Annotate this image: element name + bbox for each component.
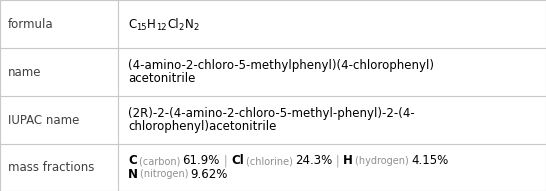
Text: 4.15%: 4.15% xyxy=(411,155,448,168)
Text: 61.9%: 61.9% xyxy=(182,155,219,168)
Text: acetonitrile: acetonitrile xyxy=(128,72,195,85)
Text: (2R)-2-(4-amino-2-chloro-5-methyl-phenyl)-2-(4-: (2R)-2-(4-amino-2-chloro-5-methyl-phenyl… xyxy=(128,107,415,120)
Text: formula: formula xyxy=(8,18,54,31)
Text: H: H xyxy=(343,155,353,168)
Text: 15: 15 xyxy=(136,23,147,32)
Text: 9.62%: 9.62% xyxy=(191,168,228,180)
Text: 2: 2 xyxy=(179,23,184,32)
Text: H: H xyxy=(147,18,156,31)
Text: IUPAC name: IUPAC name xyxy=(8,113,79,126)
Text: C: C xyxy=(128,18,136,31)
Text: |: | xyxy=(219,155,231,168)
Text: N: N xyxy=(185,18,193,31)
Text: N: N xyxy=(128,168,138,180)
Text: Cl: Cl xyxy=(167,18,179,31)
Text: 12: 12 xyxy=(156,23,167,32)
Text: |: | xyxy=(332,155,343,168)
Text: chlorophenyl)acetonitrile: chlorophenyl)acetonitrile xyxy=(128,120,276,133)
Text: (chlorine): (chlorine) xyxy=(244,156,295,166)
Text: 24.3%: 24.3% xyxy=(295,155,332,168)
Text: (nitrogen): (nitrogen) xyxy=(138,169,191,179)
Text: 2: 2 xyxy=(193,23,198,32)
Text: (4-amino-2-chloro-5-methylphenyl)(4-chlorophenyl): (4-amino-2-chloro-5-methylphenyl)(4-chlo… xyxy=(128,59,434,72)
Text: C: C xyxy=(128,155,136,168)
Text: Cl: Cl xyxy=(231,155,244,168)
Text: (carbon): (carbon) xyxy=(136,156,182,166)
Text: (hydrogen): (hydrogen) xyxy=(353,156,411,166)
Text: name: name xyxy=(8,66,41,79)
Text: mass fractions: mass fractions xyxy=(8,161,94,174)
